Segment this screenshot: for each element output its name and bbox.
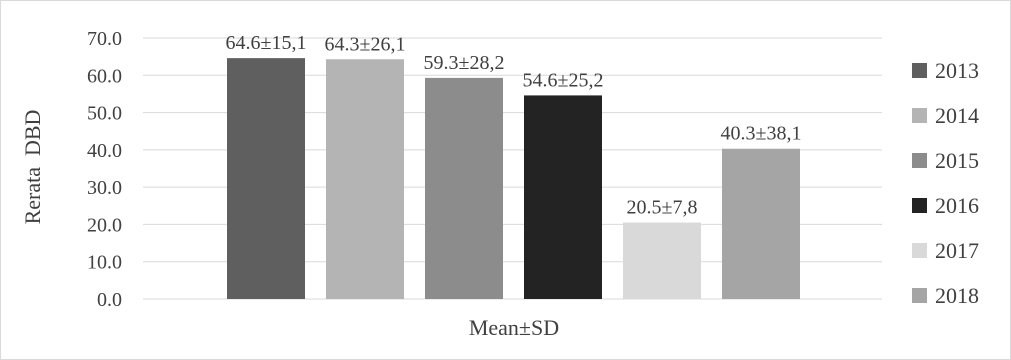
- bar-2018: [722, 148, 800, 299]
- y-tick-label: 20.0: [87, 214, 122, 236]
- y-axis-ticks: 0.0 10.0 20.0 30.0 40.0 50.0 60.0 70.0: [87, 28, 122, 311]
- legend-swatch-2016: [912, 198, 927, 213]
- data-label-2015: 59.3±28,2: [424, 52, 505, 74]
- legend: 2013 2014 2015 2016 2017 2018: [912, 58, 979, 308]
- y-tick-label: 10.0: [87, 252, 122, 274]
- y-tick-label: 30.0: [87, 177, 122, 199]
- bars: [227, 58, 800, 300]
- legend-label-2014: 2014: [935, 103, 979, 128]
- data-label-2014: 64.3±26,1: [325, 33, 406, 55]
- legend-swatch-2018: [912, 288, 927, 303]
- bar-2017: [623, 222, 701, 299]
- data-label-2013: 64.6±15,1: [226, 32, 307, 54]
- legend-label-2018: 2018: [935, 283, 979, 308]
- legend-swatch-2013: [912, 63, 927, 78]
- y-tick-label: 40.0: [87, 140, 122, 162]
- data-label-2017: 20.5±7,8: [627, 197, 698, 219]
- y-tick-label: 60.0: [87, 65, 122, 87]
- y-tick-label: 50.0: [87, 103, 122, 125]
- x-axis-title: Mean±SD: [469, 315, 559, 340]
- bar-2016: [524, 95, 602, 299]
- legend-label-2017: 2017: [935, 238, 979, 263]
- bar-2015: [425, 77, 503, 299]
- legend-swatch-2014: [912, 108, 927, 123]
- legend-label-2013: 2013: [935, 58, 979, 83]
- data-labels: 64.6±15,1 64.3±26,1 59.3±28,2 54.6±25,2 20.5…: [226, 32, 802, 218]
- bar-2014: [326, 59, 404, 300]
- data-label-2018: 40.3±38,1: [721, 123, 802, 145]
- legend-swatch-2015: [912, 153, 927, 168]
- legend-label-2016: 2016: [935, 193, 979, 218]
- bar-2013: [227, 58, 305, 300]
- data-label-2016: 54.6±25,2: [523, 69, 604, 91]
- y-axis-title: Rerata DBD: [20, 110, 45, 225]
- legend-swatch-2017: [912, 243, 927, 258]
- y-tick-label: 70.0: [87, 28, 122, 50]
- y-tick-label: 0.0: [97, 289, 122, 311]
- legend-label-2015: 2015: [935, 148, 979, 173]
